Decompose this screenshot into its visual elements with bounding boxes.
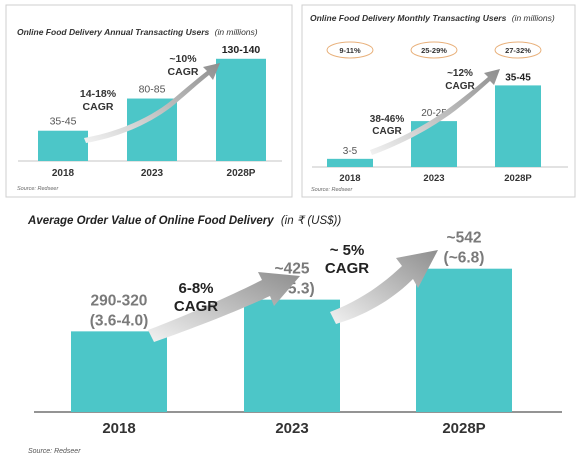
category-label: 2028P bbox=[504, 173, 532, 184]
cagr-annotation-2-sub: CAGR bbox=[325, 260, 369, 277]
data-label: 290-320 bbox=[91, 292, 148, 309]
bar bbox=[127, 98, 177, 161]
data-label: 80-85 bbox=[139, 84, 166, 96]
data-label: 3-5 bbox=[343, 146, 358, 157]
data-label: 130-140 bbox=[222, 44, 261, 56]
bar bbox=[495, 85, 541, 167]
data-label: 35-45 bbox=[50, 116, 77, 128]
share-label: 27-32% bbox=[505, 46, 531, 55]
chart-monthly-users: Online Food Delivery Monthly Transacting… bbox=[310, 13, 568, 193]
share-oval bbox=[494, 41, 542, 59]
share-label: 25-29% bbox=[421, 46, 447, 55]
bar bbox=[38, 130, 88, 161]
share-oval bbox=[326, 41, 374, 59]
category-label: 2023 bbox=[423, 173, 444, 184]
chart-average-order-value: Average Order Value of Online Food Deliv… bbox=[27, 215, 562, 455]
bar bbox=[216, 58, 266, 161]
cagr-annotation-2-sub: CAGR bbox=[445, 81, 475, 92]
category-label: 2028P bbox=[442, 420, 485, 437]
data-sublabel: (3.6-4.0) bbox=[90, 312, 149, 329]
chart-title: Average Order Value of Online Food Deliv… bbox=[27, 215, 341, 227]
bar bbox=[327, 158, 373, 167]
data-label: 35-45 bbox=[505, 72, 531, 83]
bar bbox=[244, 299, 340, 412]
bar bbox=[71, 331, 167, 412]
source-note: Source: Redseer bbox=[311, 187, 353, 193]
data-sublabel: (~6.8) bbox=[444, 250, 485, 267]
category-label: 2023 bbox=[141, 168, 164, 179]
cagr-annotation-2: ~ 5% bbox=[330, 242, 365, 259]
cagr-annotation-2: ~12% bbox=[447, 68, 473, 79]
data-label: ~542 bbox=[447, 230, 482, 247]
chart-title: Online Food Delivery Monthly Transacting… bbox=[310, 13, 555, 23]
category-label: 2023 bbox=[275, 420, 308, 437]
share-label: 9-11% bbox=[339, 46, 361, 55]
data-label: 20-25 bbox=[421, 108, 447, 119]
category-label: 2018 bbox=[339, 173, 360, 184]
bar bbox=[416, 268, 512, 412]
growth-arrow bbox=[370, 69, 500, 155]
share-oval bbox=[410, 41, 458, 59]
category-label: 2028P bbox=[227, 168, 256, 179]
source-note: Source: Redseer bbox=[17, 186, 59, 192]
growth-arrow bbox=[330, 250, 438, 324]
bar bbox=[411, 121, 457, 167]
data-label: ~425 bbox=[275, 261, 310, 278]
cagr-annotation-1-sub: CAGR bbox=[174, 298, 218, 315]
cagr-annotation-1: 38-46% bbox=[370, 114, 405, 125]
source-note: Source: Redseer bbox=[28, 448, 81, 455]
cagr-annotation-1: 6-8% bbox=[178, 280, 213, 297]
cagr-annotation-2: ~10% bbox=[169, 53, 197, 65]
cagr-annotation-1-sub: CAGR bbox=[372, 126, 402, 137]
cagr-annotation-1: 14-18% bbox=[80, 88, 117, 100]
category-label: 2018 bbox=[52, 168, 75, 179]
category-label: 2018 bbox=[102, 420, 135, 437]
cagr-annotation-2-sub: CAGR bbox=[168, 66, 199, 78]
chart-title: Online Food Delivery Annual Transacting … bbox=[17, 27, 258, 37]
growth-arrow bbox=[148, 272, 300, 342]
chart-annual-users: Online Food Delivery Annual Transacting … bbox=[17, 27, 282, 192]
cagr-annotation-1-sub: CAGR bbox=[83, 101, 114, 113]
